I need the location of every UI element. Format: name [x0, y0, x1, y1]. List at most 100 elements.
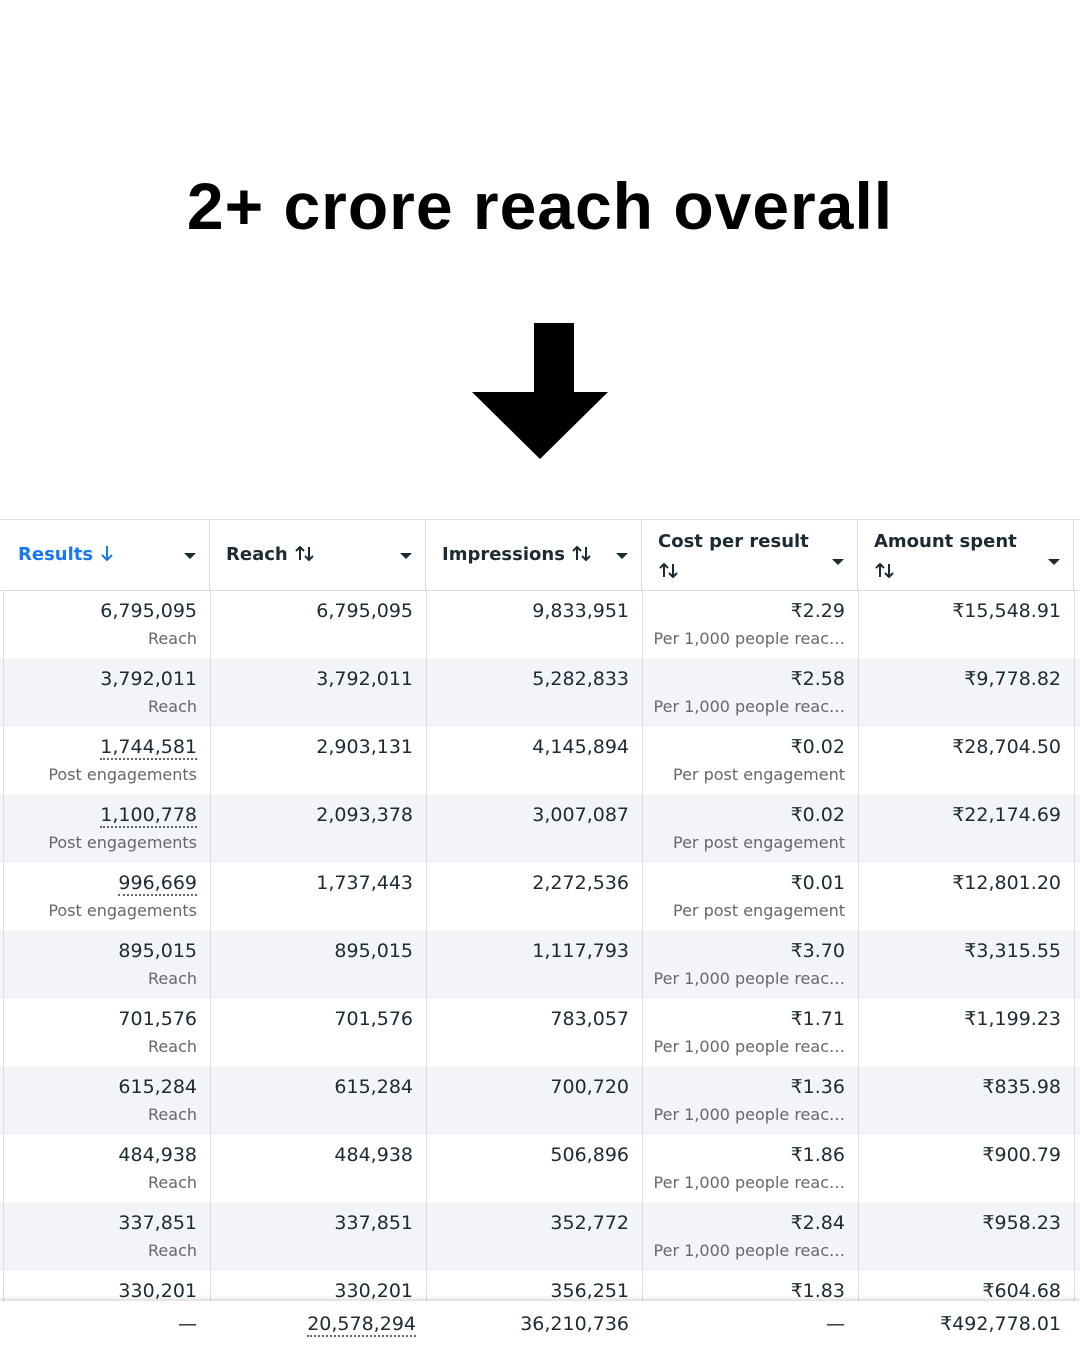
- sort-icon[interactable]: [571, 544, 593, 564]
- total-cell: —: [0, 1313, 210, 1335]
- dropdown-icon[interactable]: [183, 551, 197, 561]
- cell-value: 2,903,131: [316, 736, 413, 758]
- cell-value: ₹9,778.82: [964, 668, 1061, 690]
- dropdown-icon[interactable]: [831, 557, 845, 567]
- table-cell: ₹0.01 Per post engagement: [642, 872, 858, 920]
- table-cell: ₹1.71 Per 1,000 people reac…: [642, 1008, 858, 1056]
- table-row: 3,792,011 Reach 3,792,011 5,282,833 ₹2.58 Per…: [0, 659, 1080, 727]
- cell-value: ₹3,315.55: [964, 940, 1061, 962]
- table-cell: ₹2.84 Per 1,000 people reac…: [642, 1212, 858, 1260]
- cell-value: 701,576: [334, 1008, 413, 1030]
- total-value: ₹492,778.01: [940, 1313, 1061, 1335]
- cell-value: 2,093,378: [316, 804, 413, 826]
- cell-value: 996,669: [118, 872, 197, 896]
- cell-value: ₹604.68: [982, 1280, 1061, 1302]
- cell-value: ₹12,801.20: [952, 872, 1061, 894]
- table-cell: 783,057: [426, 1008, 642, 1030]
- total-value: —: [826, 1313, 845, 1335]
- table-row: 996,669 Post engagements 1,737,443 2,272,53…: [0, 863, 1080, 931]
- cell-value: ₹900.79: [982, 1144, 1061, 1166]
- table-cell: ₹604.68: [858, 1280, 1074, 1302]
- table-cell: ₹1,199.23: [858, 1008, 1074, 1030]
- cell-value: 352,772: [550, 1212, 629, 1234]
- column-header[interactable]: Results: [2, 520, 210, 590]
- column-header[interactable]: Reach: [210, 520, 426, 590]
- table-cell: 330,201: [210, 1280, 426, 1302]
- cell-value: ₹2.29: [790, 600, 845, 622]
- cell-sublabel: Reach: [148, 1105, 197, 1124]
- cell-value: 895,015: [118, 940, 197, 962]
- table-cell: 484,938: [210, 1144, 426, 1166]
- cell-value: ₹1.86: [790, 1144, 845, 1166]
- sort-icon[interactable]: [294, 544, 316, 564]
- table-cell: 615,284 Reach: [0, 1076, 210, 1124]
- table-cell: 337,851 Reach: [0, 1212, 210, 1260]
- cell-sublabel: Reach: [148, 629, 197, 648]
- cell-sublabel: Per 1,000 people reac…: [653, 1037, 845, 1056]
- sort-icon[interactable]: [99, 544, 121, 564]
- cell-value: ₹835.98: [982, 1076, 1061, 1098]
- table-row: 1,744,581 Post engagements 2,903,131 4,145,…: [0, 727, 1080, 795]
- table-cell: 356,251: [426, 1280, 642, 1302]
- table-cell: ₹22,174.69: [858, 804, 1074, 826]
- cell-value: 1,737,443: [316, 872, 413, 894]
- cell-sublabel: Reach: [148, 969, 197, 988]
- table-cell: 615,284: [210, 1076, 426, 1098]
- cell-value: ₹1.71: [790, 1008, 845, 1030]
- table-cell: ₹835.98: [858, 1076, 1074, 1098]
- dropdown-icon[interactable]: [615, 551, 629, 561]
- cell-value: ₹28,704.50: [952, 736, 1061, 758]
- table-cell: 2,272,536: [426, 872, 642, 894]
- column-header[interactable]: Impressions: [426, 520, 642, 590]
- down-arrow: [472, 323, 608, 459]
- table-row: 615,284 Reach 615,284 700,720 ₹1.36 Per 1,000…: [0, 1067, 1080, 1135]
- sort-icon[interactable]: [658, 561, 680, 581]
- cell-value: 701,576: [118, 1008, 197, 1030]
- cell-value: 356,251: [550, 1280, 629, 1302]
- cell-value: 3,792,011: [316, 668, 413, 690]
- cell-sublabel: Reach: [148, 1037, 197, 1056]
- column-header[interactable]: Cost per result: [642, 520, 858, 590]
- column-divider: [426, 520, 427, 1351]
- table-cell: ₹0.02 Per post engagement: [642, 804, 858, 852]
- cell-sublabel: Per 1,000 people reac…: [653, 629, 845, 648]
- cell-sublabel: Per 1,000 people reac…: [653, 697, 845, 716]
- cell-sublabel: Per post engagement: [672, 901, 845, 920]
- total-cell: ₹492,778.01: [858, 1313, 1074, 1335]
- sort-icon[interactable]: [874, 561, 896, 581]
- table-row: 701,576 Reach 701,576 783,057 ₹1.71 Per 1,000…: [0, 999, 1080, 1067]
- column-header[interactable]: Amount spent: [858, 520, 1074, 590]
- cell-value: 6,795,095: [100, 600, 197, 622]
- table-cell: 700,720: [426, 1076, 642, 1098]
- cell-sublabel: Per post engagement: [672, 765, 845, 784]
- cell-value: 895,015: [334, 940, 413, 962]
- cell-sublabel: Per 1,000 people reac…: [653, 969, 845, 988]
- table-cell: 3,792,011 Reach: [0, 668, 210, 716]
- table-cell: ₹28,704.50: [858, 736, 1074, 758]
- cell-value: 1,117,793: [532, 940, 629, 962]
- dropdown-icon[interactable]: [399, 551, 413, 561]
- cell-value: 783,057: [550, 1008, 629, 1030]
- table-cell: ₹9,778.82: [858, 668, 1074, 690]
- table-cell: 4,145,894: [426, 736, 642, 758]
- cell-value: 330,201: [118, 1280, 197, 1302]
- left-edge: [3, 520, 4, 1351]
- cell-value: ₹1,199.23: [964, 1008, 1061, 1030]
- cell-value: ₹1.83: [790, 1280, 845, 1302]
- table-cell: 352,772: [426, 1212, 642, 1234]
- column-divider: [210, 520, 211, 1351]
- table-row: 895,015 Reach 895,015 1,117,793 ₹3.70 Per 1,0…: [0, 931, 1080, 999]
- table-cell: ₹3,315.55: [858, 940, 1074, 962]
- cell-value: ₹2.58: [790, 668, 845, 690]
- total-cell: —: [642, 1313, 858, 1335]
- cell-sublabel: Per 1,000 people reac…: [653, 1173, 845, 1192]
- dropdown-icon[interactable]: [1047, 557, 1061, 567]
- cell-value: ₹22,174.69: [952, 804, 1061, 826]
- table-cell: 337,851: [210, 1212, 426, 1234]
- table-cell: 9,833,951: [426, 600, 642, 622]
- cell-value: 337,851: [118, 1212, 197, 1234]
- cell-sublabel: Per 1,000 people reac…: [653, 1241, 845, 1260]
- cell-value: 337,851: [334, 1212, 413, 1234]
- table-row: 484,938 Reach 484,938 506,896 ₹1.86 Per 1,000…: [0, 1135, 1080, 1203]
